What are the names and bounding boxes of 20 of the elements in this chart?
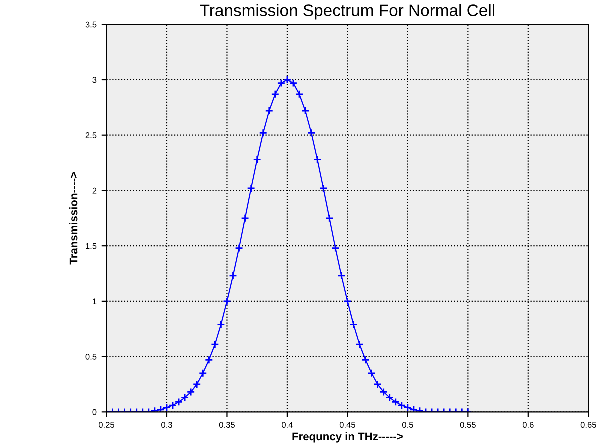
y-tick-label: 2: [92, 188, 97, 194]
x-tick-label: 0.3: [162, 422, 172, 428]
x-tick-label: 0.5: [402, 422, 414, 428]
y-tick-label: 3: [92, 77, 97, 84]
x-tick-label: 0.55: [460, 422, 476, 428]
y-tick-label: 3.5: [86, 22, 97, 28]
x-tick-label: 0.65: [580, 422, 596, 428]
y-axis-title: Transmission---->: [70, 172, 78, 265]
x-tick-label: 0.25: [98, 422, 115, 428]
x-tick-label: 0.45: [340, 422, 356, 428]
y-tick-label: 2.5: [86, 132, 97, 138]
x-tick-label: 0.35: [219, 422, 235, 428]
chart-title: Transmission Spectrum For Normal Cell: [200, 4, 494, 20]
y-tick-label: 1.5: [86, 243, 97, 250]
x-tick-label: 0.6: [522, 422, 534, 428]
y-tick-label: 0.5: [86, 354, 97, 360]
x-tick-label: 0.4: [282, 422, 294, 428]
y-tick-label: 1: [93, 298, 97, 304]
x-axis-title: Frequncy in THz----->: [292, 432, 403, 443]
y-tick-label: 0: [92, 409, 97, 416]
